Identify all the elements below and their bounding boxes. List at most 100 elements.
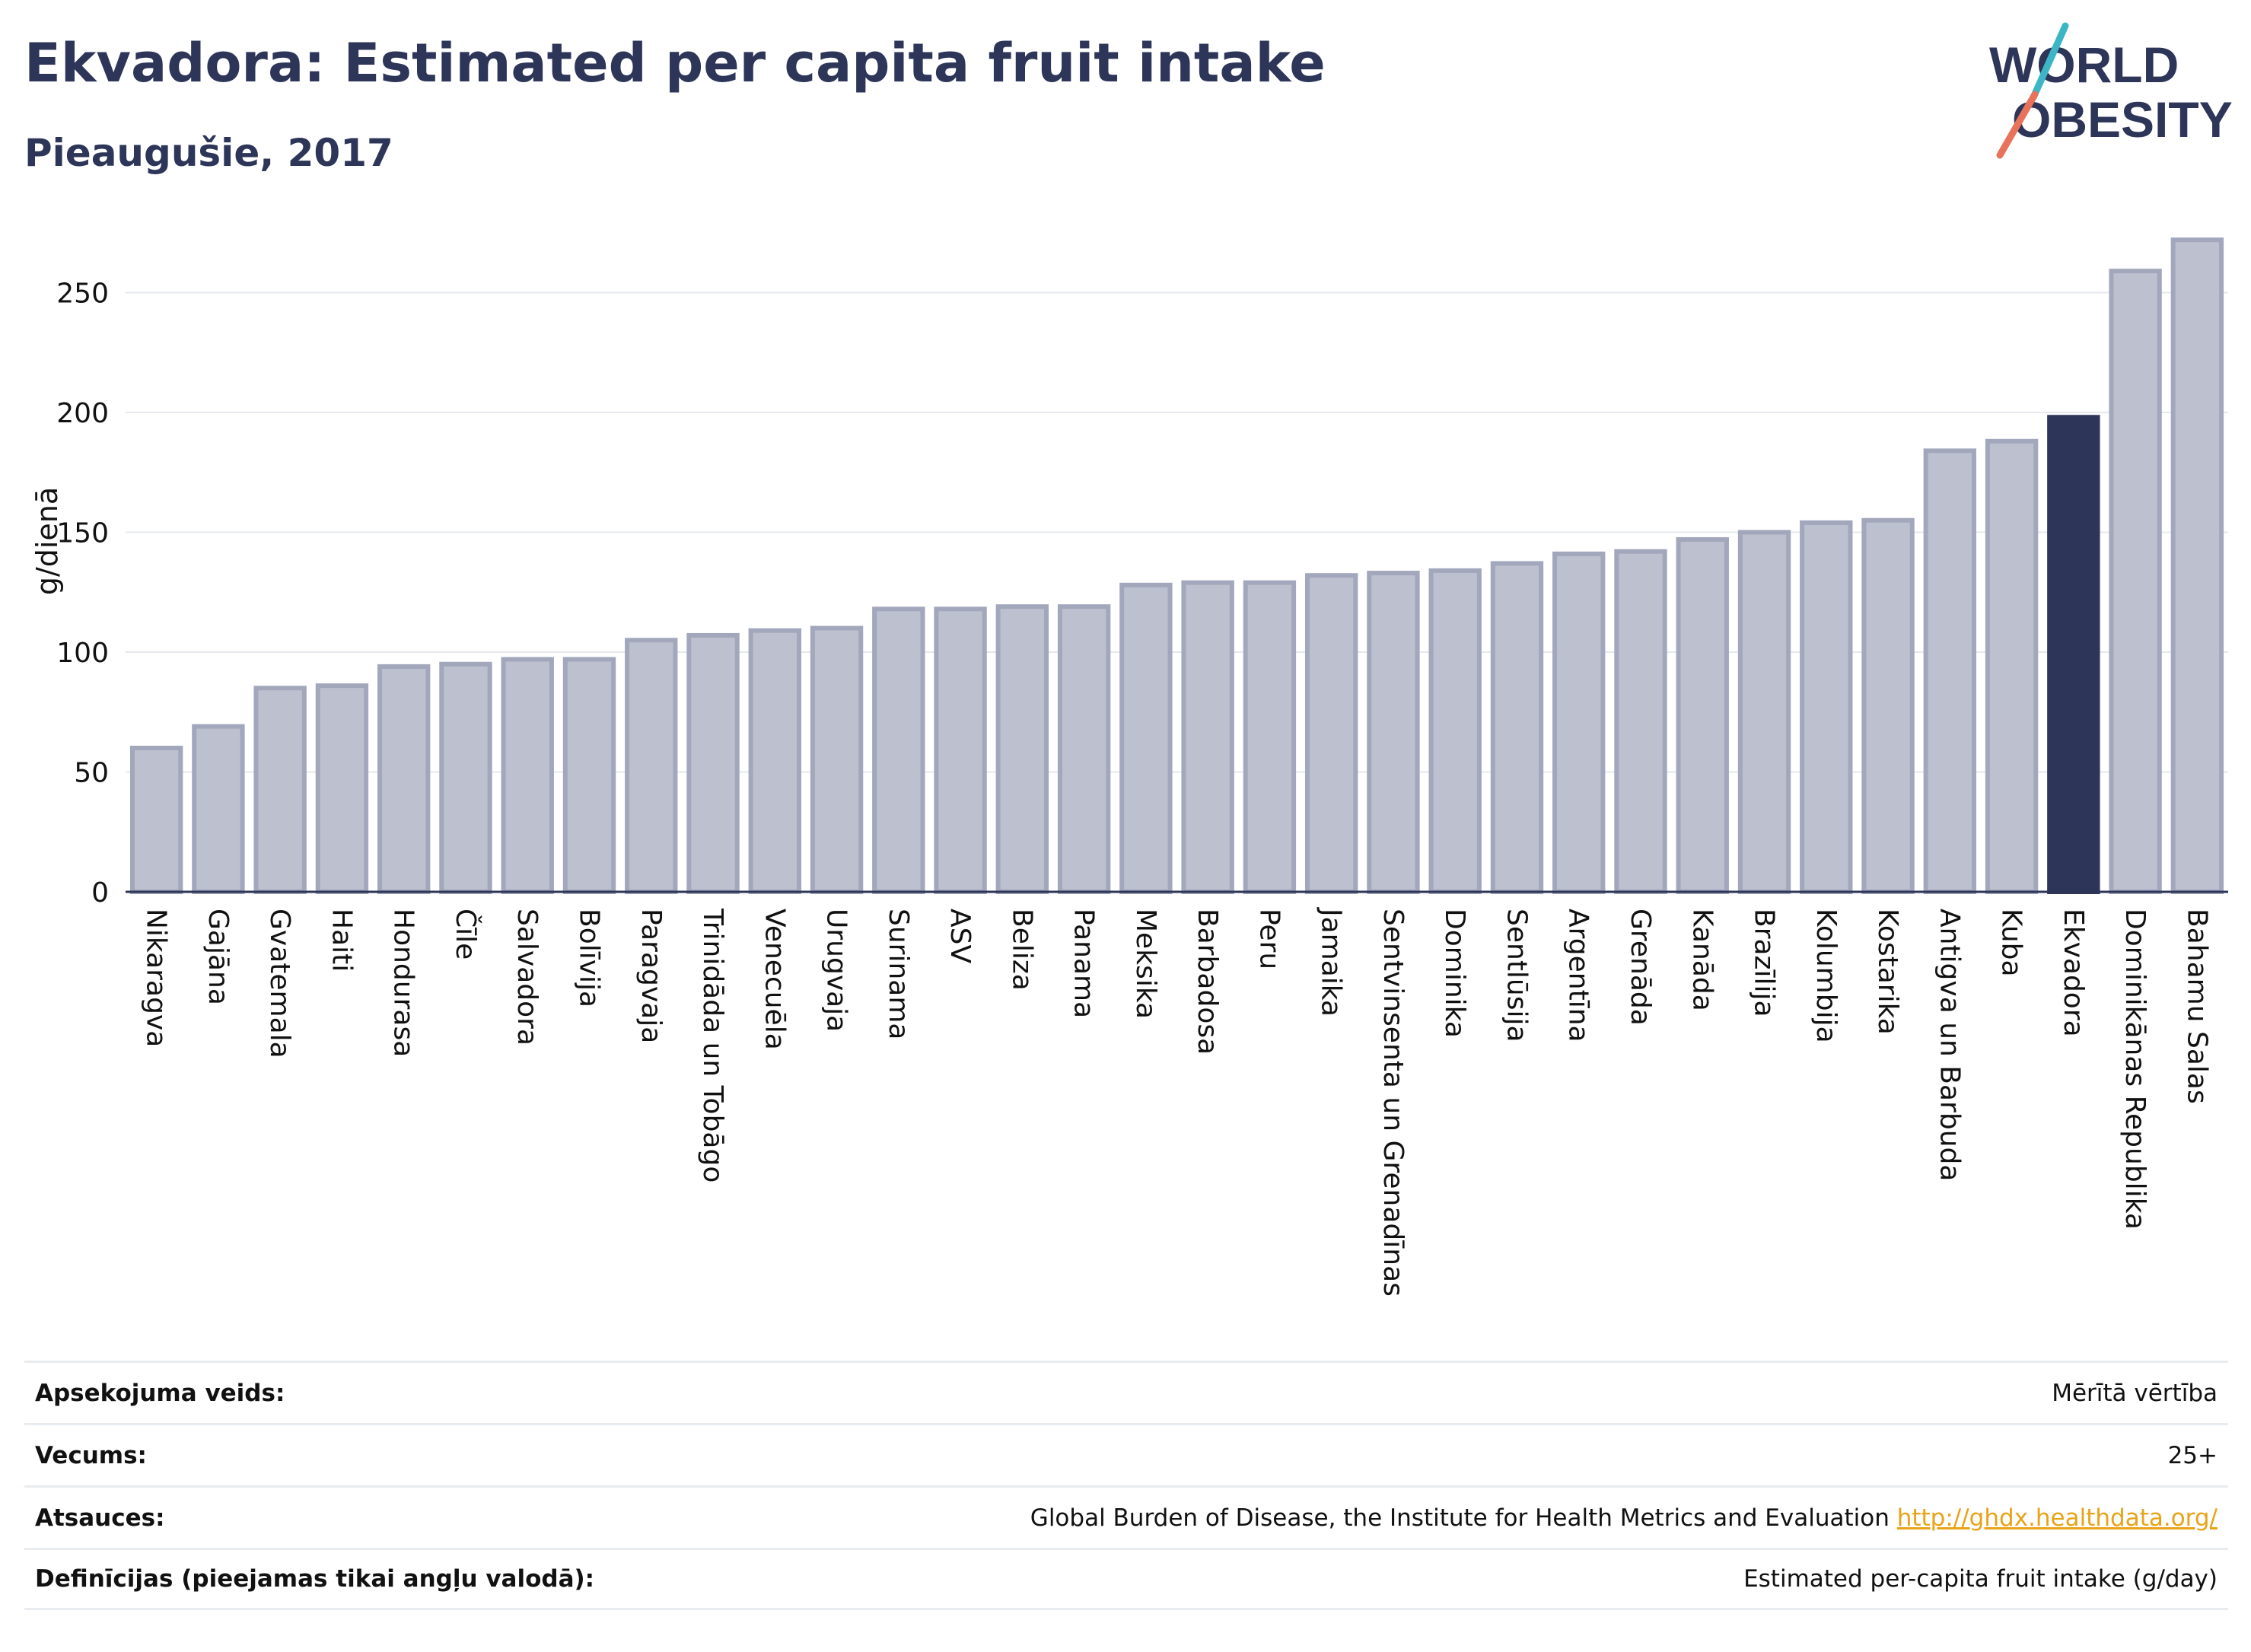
bar — [315, 683, 369, 894]
bar — [2170, 237, 2224, 894]
logo-line1: WORLD — [1989, 37, 2179, 93]
bar — [1985, 438, 2039, 894]
references-link[interactable]: http://ghdx.healthdata.org/ — [1896, 1504, 2218, 1532]
x-tick-label: Venecuēla — [759, 909, 790, 1050]
x-axis-ticks: Nikaragva Gajāna Gvatemala Haiti Hondurasa Čī… — [141, 907, 2213, 1297]
logo-slash-coral — [1996, 91, 2039, 159]
references-value: Global Burden of Disease, the Institute … — [1030, 1504, 2218, 1532]
chart-subtitle: Pieaugušie, 2017 — [24, 131, 393, 175]
bar — [129, 746, 183, 894]
bar — [1181, 580, 1234, 895]
bar — [686, 632, 740, 894]
x-tick-label: Ekvadora — [2058, 909, 2089, 1037]
x-tick-label: Kolumbija — [1810, 909, 1842, 1043]
bar — [562, 657, 616, 894]
bar — [253, 686, 307, 894]
bar — [1057, 604, 1111, 895]
x-tick-label: Kanāda — [1686, 909, 1718, 1011]
x-tick-label: Urugvaja — [821, 909, 852, 1032]
bars — [129, 237, 2224, 895]
y-tick-label: 250 — [56, 279, 109, 310]
references-label: Atsauces: — [35, 1504, 165, 1532]
x-tick-label: Sentlūsija — [1501, 909, 1532, 1042]
survey-type-label: Apsekojuma veids: — [35, 1379, 285, 1407]
bar — [1861, 517, 1915, 894]
bar — [1367, 571, 1420, 894]
bar — [1552, 551, 1606, 894]
x-tick-label: Peru — [1253, 909, 1285, 969]
y-tick-label: 0 — [91, 877, 109, 909]
bar — [1243, 580, 1297, 895]
x-tick-label: Bolīvija — [573, 909, 604, 1007]
metadata-table: Apsekojuma veids: Mērītā vērtība Vecums:… — [24, 1361, 2228, 1610]
bar-chart: 0 50 100 150 200 250 Nikaragva Gajāna Gvatemala… — [30, 237, 2228, 1297]
definitions-value: Estimated per-capita fruit intake (g/day… — [1743, 1565, 2218, 1593]
x-tick-label: Argentīna — [1563, 909, 1594, 1042]
x-tick-label: Čīle — [450, 909, 482, 960]
footer-row-definitions: Definīcijas (pieejamas tikai angļu valod… — [24, 1548, 2228, 1610]
bar — [1676, 536, 1729, 894]
bar — [192, 724, 245, 895]
x-tick-label: Meksika — [1130, 909, 1161, 1019]
references-text: Global Burden of Disease, the Institute … — [1030, 1504, 1890, 1532]
bar — [1614, 549, 1667, 894]
bar — [2047, 415, 2100, 894]
x-tick-label: Nikaragva — [141, 909, 172, 1047]
bar — [1428, 568, 1482, 895]
x-tick-label: Dominikānas Republika — [2119, 909, 2151, 1230]
x-tick-label: Antigva un Barbuda — [1934, 909, 1965, 1181]
x-tick-label: Trinidāda un Tobāgo — [697, 908, 728, 1183]
x-tick-label: Jamaika — [1316, 907, 1347, 1017]
definitions-label: Definīcijas (pieejamas tikai angļu valod… — [35, 1565, 595, 1593]
bar — [625, 638, 678, 894]
logo-slash-teal — [2030, 22, 2069, 101]
x-tick-label: Grenāda — [1625, 909, 1656, 1026]
x-tick-label: Kuba — [1996, 909, 2027, 977]
y-axis-ticks: 0 50 100 150 200 250 — [56, 279, 109, 909]
bar — [439, 661, 492, 894]
y-tick-label: 50 — [74, 758, 109, 789]
x-tick-label: Haiti — [326, 909, 357, 972]
survey-type-value: Mērītā vērtība — [2052, 1379, 2218, 1407]
x-tick-label: Paragvaja — [635, 909, 667, 1043]
footer-row-survey: Apsekojuma veids: Mērītā vērtība — [24, 1361, 2228, 1423]
y-tick-label: 100 — [56, 638, 109, 669]
x-tick-label: Kostarika — [1872, 909, 1903, 1035]
bar — [2109, 269, 2162, 894]
bar — [1304, 573, 1358, 894]
bar — [748, 628, 801, 895]
bar — [995, 604, 1049, 895]
x-tick-label: Gvatemala — [264, 909, 295, 1058]
bar — [1923, 448, 1977, 894]
x-tick-label: Panama — [1068, 909, 1100, 1018]
footer-row-references: Atsauces: Global Burden of Disease, the … — [24, 1485, 2228, 1548]
x-tick-label: Sentvinsenta un Grenadīnas — [1377, 909, 1409, 1297]
x-tick-label: Salvadora — [511, 909, 543, 1046]
bar — [872, 606, 925, 894]
bar — [1800, 520, 1853, 895]
x-tick-label: Gajāna — [202, 909, 234, 1005]
logo-line2: OBESITY — [2012, 91, 2233, 148]
x-tick-label: Barbadosa — [1192, 909, 1223, 1055]
x-tick-label: Bahamu Salas — [2181, 909, 2212, 1104]
age-value: 25+ — [2167, 1441, 2218, 1469]
bar — [934, 606, 987, 894]
bar — [810, 625, 864, 894]
world-obesity-logo: WORLD OBESITY — [1989, 22, 2233, 159]
y-axis-label: g/dienā — [30, 487, 64, 595]
bar — [1490, 561, 1544, 894]
bar — [1119, 582, 1173, 894]
x-tick-label: Surinama — [883, 909, 914, 1039]
x-tick-label: ASV — [944, 909, 976, 963]
bar — [501, 657, 554, 894]
chart-title: Ekvadora: Estimated per capita fruit int… — [24, 32, 1326, 94]
y-tick-label: 200 — [56, 398, 109, 429]
footer-row-age: Vecums: 25+ — [24, 1423, 2228, 1485]
x-tick-label: Beliza — [1006, 909, 1037, 991]
y-tick-label: 150 — [56, 518, 109, 549]
age-label: Vecums: — [35, 1441, 147, 1469]
x-tick-label: Brazīlija — [1749, 909, 1780, 1017]
bar — [1737, 530, 1791, 894]
x-tick-label: Dominika — [1439, 909, 1470, 1038]
x-tick-label: Hondurasa — [388, 909, 419, 1057]
